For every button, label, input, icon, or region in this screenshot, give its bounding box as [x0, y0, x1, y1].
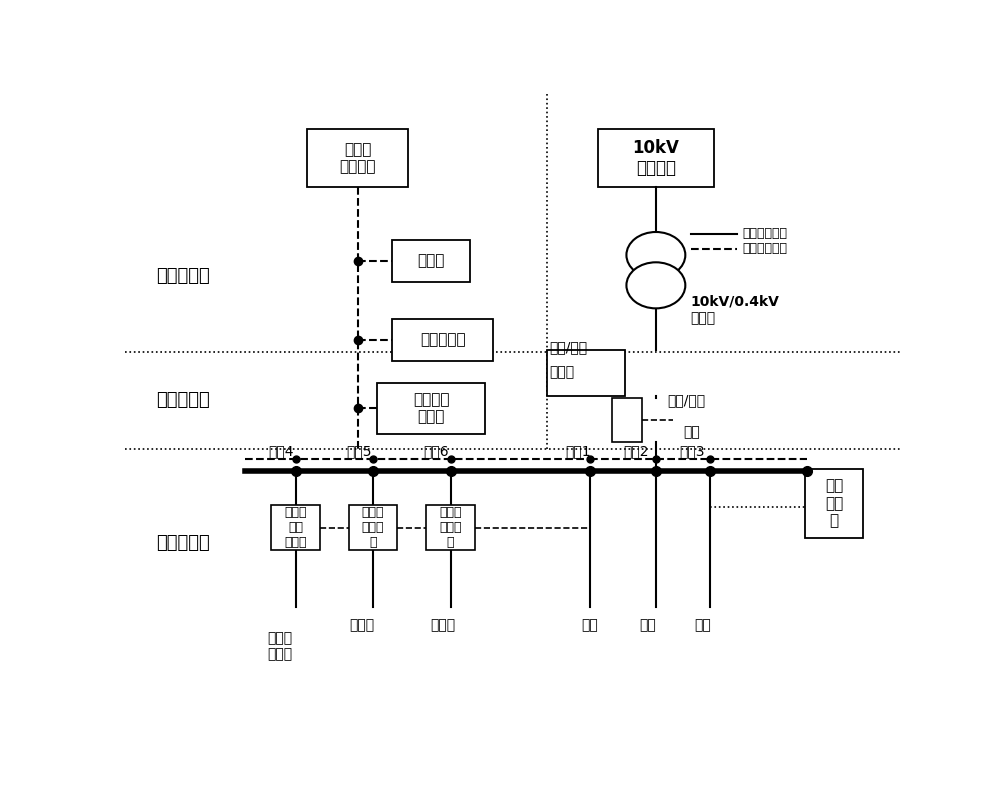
Text: 电梯: 电梯	[582, 619, 598, 633]
Text: 控制器: 控制器	[550, 365, 575, 379]
FancyBboxPatch shape	[307, 129, 408, 187]
FancyBboxPatch shape	[392, 240, 470, 283]
Text: 变压器: 变压器	[691, 312, 716, 326]
FancyBboxPatch shape	[547, 350, 625, 396]
Text: 就地协调
控制器: 就地协调 控制器	[413, 392, 449, 424]
Circle shape	[626, 262, 685, 309]
Circle shape	[626, 232, 685, 278]
Text: 就地协调层: 就地协调层	[156, 391, 210, 409]
Text: 开关3: 开关3	[679, 444, 705, 458]
FancyBboxPatch shape	[271, 505, 320, 550]
Text: 分散控制层: 分散控制层	[156, 534, 210, 552]
Text: 离网/并网: 离网/并网	[550, 340, 588, 354]
Text: 负荷
控制
器: 负荷 控制 器	[825, 478, 843, 528]
Text: 太阳能
电池板: 太阳能 电池板	[267, 630, 293, 661]
Text: 采集服务器: 采集服务器	[420, 332, 466, 347]
Text: 10kV
公用电网: 10kV 公用电网	[632, 139, 679, 178]
Text: 风力发
电控制
器: 风力发 电控制 器	[362, 506, 384, 549]
Text: 储能电
池控制
器: 储能电 池控制 器	[439, 506, 462, 549]
Text: 太阳能
发电
控制器: 太阳能 发电 控制器	[284, 506, 307, 549]
FancyBboxPatch shape	[426, 505, 475, 550]
Text: 上一级
配网调度: 上一级 配网调度	[339, 142, 376, 174]
FancyBboxPatch shape	[612, 398, 642, 442]
Text: 远程管理层: 远程管理层	[156, 268, 210, 285]
Text: 照明: 照明	[640, 619, 656, 633]
FancyBboxPatch shape	[805, 468, 863, 538]
Text: 开关: 开关	[683, 425, 700, 438]
Text: 开关2: 开关2	[623, 444, 649, 458]
Text: 开关1: 开关1	[565, 444, 591, 458]
Text: 电力传输线路: 电力传输线路	[742, 227, 787, 240]
Text: 开关5: 开关5	[346, 444, 371, 458]
FancyBboxPatch shape	[349, 505, 397, 550]
Text: 风力机: 风力机	[349, 619, 374, 633]
Text: 开关4: 开关4	[268, 444, 294, 458]
FancyBboxPatch shape	[377, 382, 485, 434]
Text: 离网/并网: 离网/并网	[668, 394, 706, 407]
Text: 10kV/0.4kV: 10kV/0.4kV	[691, 294, 780, 309]
Text: 水泵: 水泵	[694, 619, 711, 633]
Text: 微网通讯线路: 微网通讯线路	[742, 242, 787, 256]
Text: 开关6: 开关6	[423, 444, 449, 458]
FancyBboxPatch shape	[598, 129, 714, 187]
FancyBboxPatch shape	[392, 319, 493, 361]
Text: 锂电池: 锂电池	[430, 619, 455, 633]
Text: 工作站: 工作站	[417, 253, 445, 268]
